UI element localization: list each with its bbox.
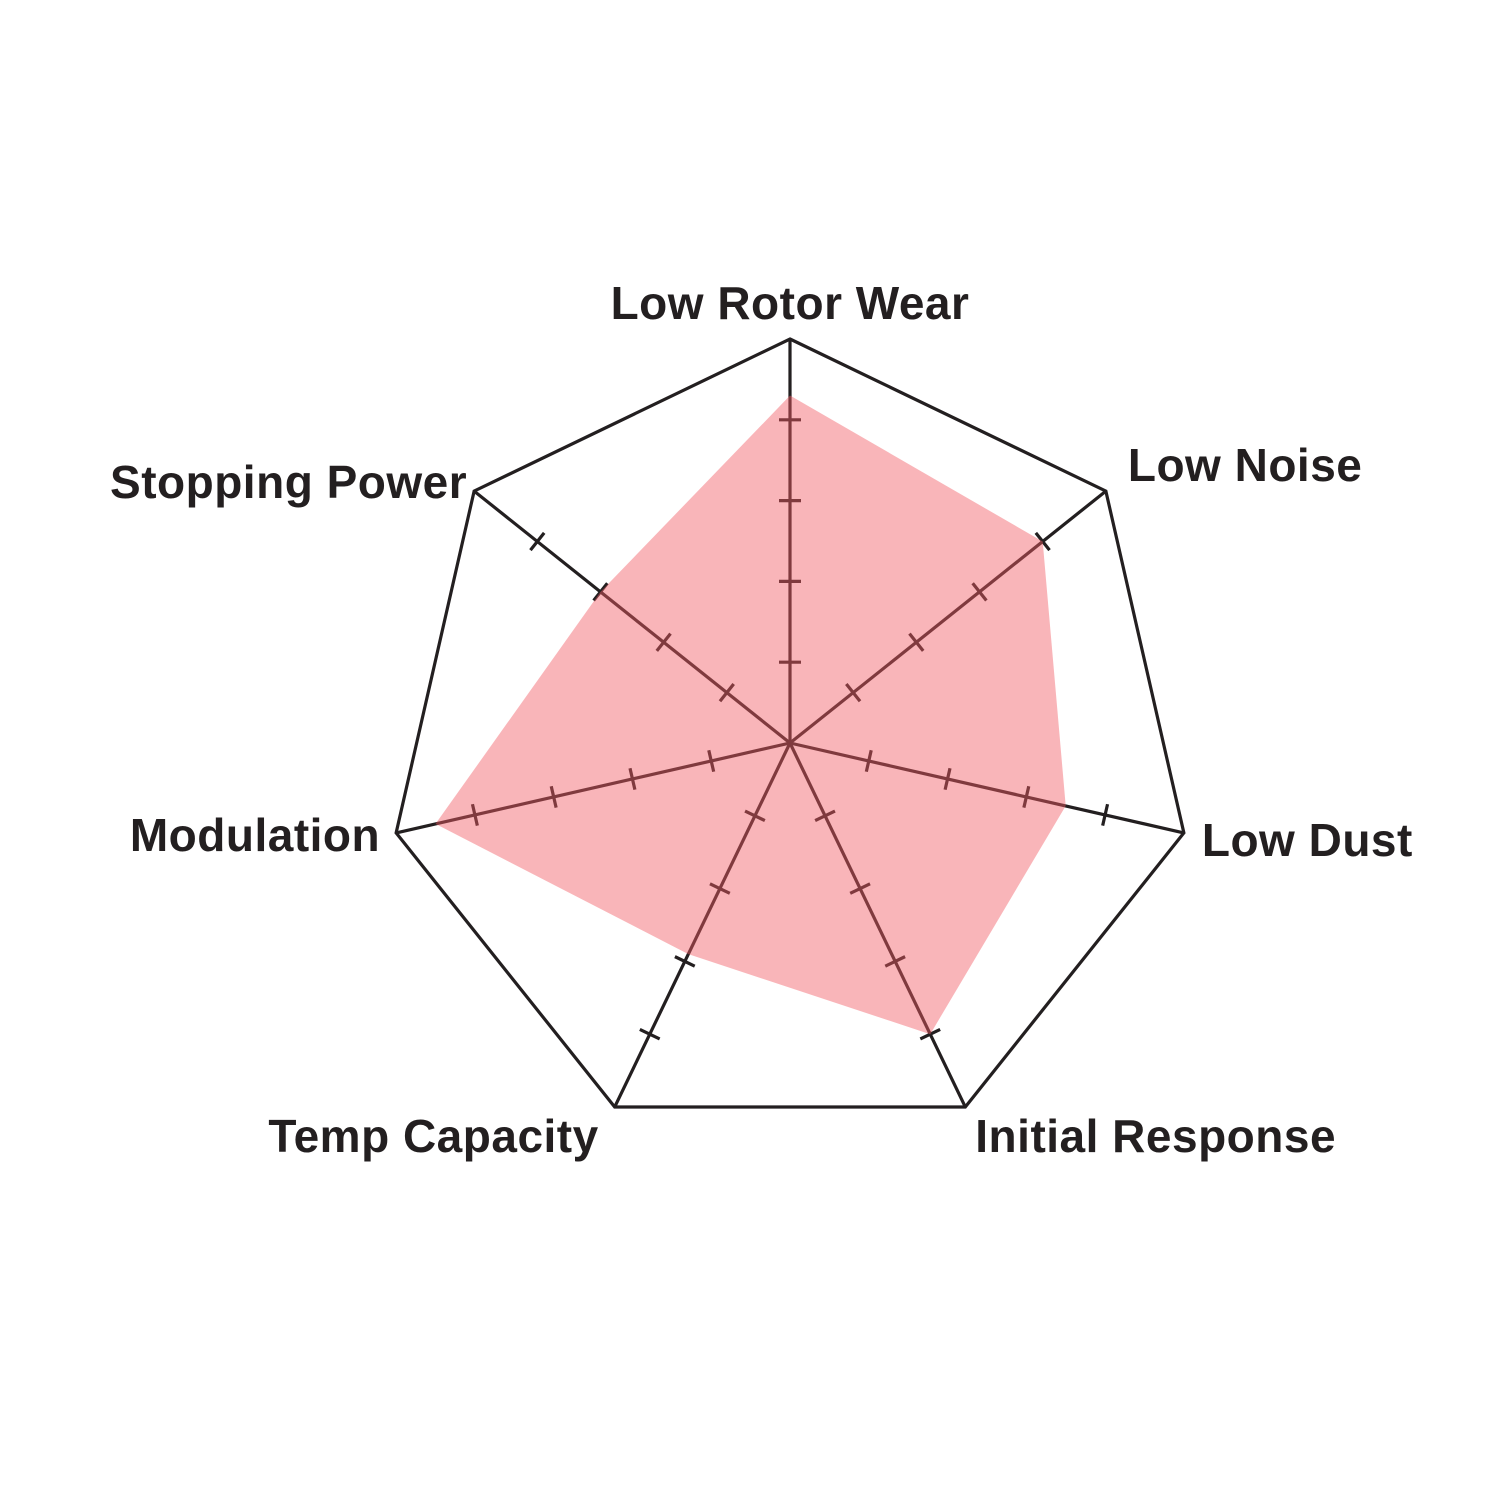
axis-label-temp-capacity: Temp Capacity — [268, 1110, 598, 1162]
axis-1-tick-3 — [971, 582, 988, 602]
axis-5-tick-1 — [707, 749, 716, 773]
outer-ring — [394, 337, 1186, 1109]
radar-axis-labels: Low Rotor Wear Low Noise Low Dust Initial R… — [110, 277, 1413, 1162]
axis-spoke-1 — [789, 489, 1107, 745]
axis-2-tick-3 — [1022, 785, 1031, 809]
axis-6-tick-4 — [529, 531, 546, 552]
radar-spokes — [395, 339, 1185, 1108]
axis-3-tick-3 — [884, 955, 906, 968]
radar-ticks — [470, 418, 1110, 1041]
axis-4-tick-2 — [709, 882, 731, 895]
axis-5-tick-3 — [549, 785, 558, 809]
axis-5-tick-2 — [628, 767, 637, 791]
axis-6-tick-3 — [592, 582, 609, 602]
axis-5-tick-4 — [470, 803, 479, 826]
axis-spoke-5 — [395, 741, 791, 835]
axis-spoke-2 — [789, 741, 1185, 835]
axis-4-tick-4 — [639, 1027, 661, 1041]
axis-3-tick-4 — [919, 1027, 941, 1041]
radar-fill-series — [435, 395, 1066, 1035]
axis-label-modulation: Modulation — [130, 809, 380, 861]
axis-1-tick-1 — [845, 683, 862, 703]
series-polygon-brake-pad-performance — [435, 395, 1066, 1035]
axis-spoke-3 — [788, 742, 967, 1108]
axis-1-tick-4 — [1034, 531, 1051, 552]
axis-6-tick-2 — [655, 632, 672, 652]
axis-label-low-noise: Low Noise — [1128, 439, 1363, 491]
axis-2-tick-2 — [943, 767, 952, 791]
axis-2-tick-1 — [864, 749, 873, 773]
axis-1-tick-2 — [908, 632, 925, 652]
axis-4-tick-1 — [744, 809, 766, 823]
axis-label-low-rotor-wear: Low Rotor Wear — [611, 277, 970, 329]
axis-2-tick-4 — [1101, 803, 1110, 826]
axis-spoke-4 — [613, 742, 792, 1108]
axis-label-low-dust: Low Dust — [1202, 814, 1413, 866]
axis-label-initial-response: Initial Response — [975, 1110, 1336, 1162]
axis-label-stopping-power: Stopping Power — [110, 456, 467, 508]
axis-3-tick-2 — [849, 882, 871, 895]
axis-3-tick-1 — [814, 809, 836, 823]
axis-4-tick-3 — [674, 955, 696, 968]
radar-outline — [394, 337, 1186, 1109]
axis-6-tick-1 — [718, 683, 735, 703]
axis-spoke-6 — [473, 489, 791, 745]
